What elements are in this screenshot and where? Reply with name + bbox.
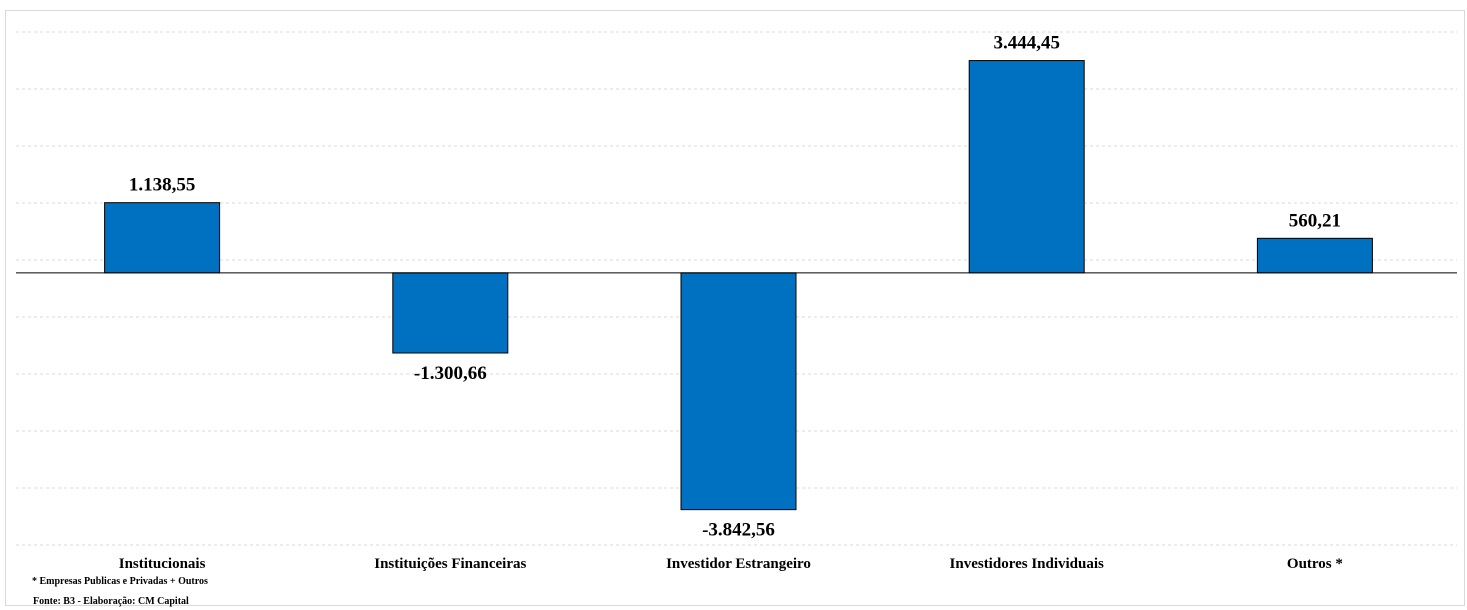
category-labels: Institucionais Instituições Financeiras In…	[119, 556, 1343, 572]
data-label-2: -3.842,56	[702, 520, 775, 541]
category-label-1: Instituições Financeiras	[374, 556, 526, 572]
data-label-1: -1.300,66	[414, 363, 487, 384]
data-label-0: 1.138,55	[129, 175, 196, 196]
bar-1	[392, 272, 509, 354]
bar-0	[104, 202, 221, 274]
bar-4	[1256, 237, 1373, 274]
bar-2	[680, 272, 797, 511]
bar-3	[968, 60, 1085, 274]
footnote-note: * Empresas Publicas e Privadas + Outros	[32, 576, 208, 587]
category-label-4: Outros *	[1287, 556, 1343, 572]
category-label-0: Institucionais	[119, 556, 206, 572]
footnote-source: Fonte: B3 - Elaboração: CM Capital	[33, 596, 189, 607]
data-label-3: 3.444,45	[993, 33, 1060, 54]
bars	[104, 60, 1373, 511]
data-label-4: 560,21	[1289, 210, 1341, 231]
data-labels: 1.138,55 -1.300,66 -3.842,56 3.444,45 560,21	[129, 33, 1341, 541]
category-label-2: Investidor Estrangeiro	[666, 556, 811, 572]
category-label-3: Investidores Individuais	[950, 556, 1105, 572]
